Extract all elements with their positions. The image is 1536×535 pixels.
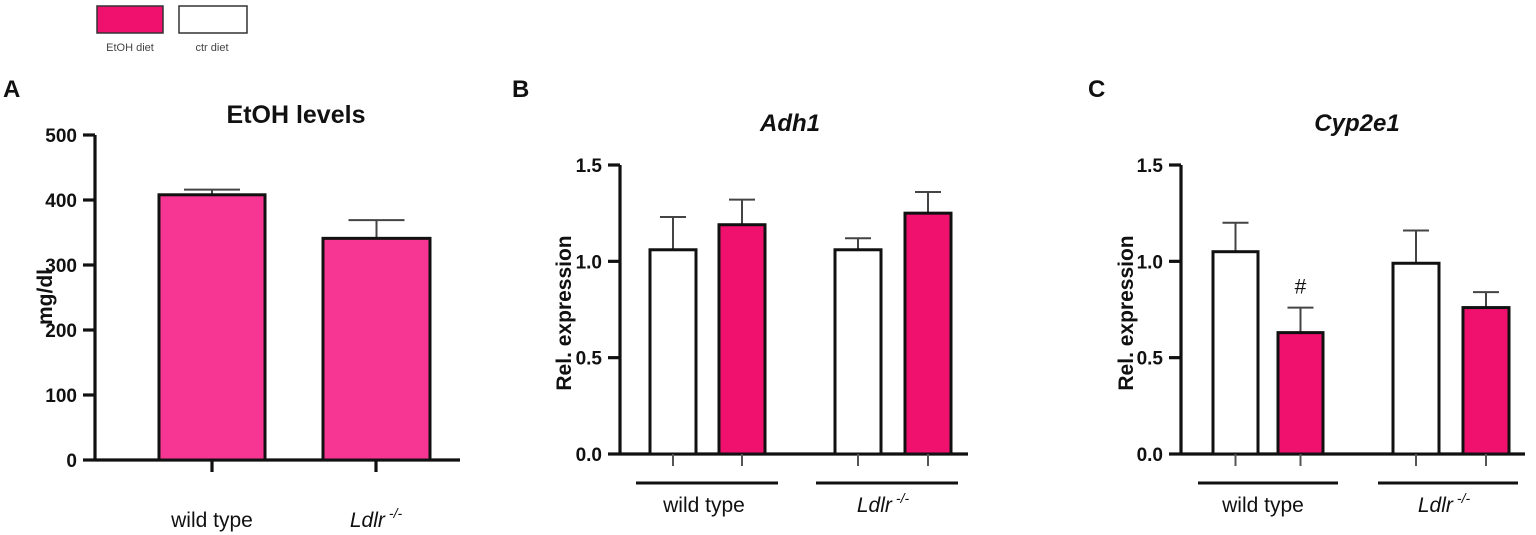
y-tick-label: 0.0 (1137, 445, 1163, 466)
y-tick-label: 1.5 (576, 156, 603, 177)
y-axis-label-b: Rel. expression (553, 235, 576, 390)
bar (1391, 261, 1441, 456)
category-label-b-ldlr: Ldlr -/- (857, 490, 910, 517)
y-tick-label: 200 (45, 321, 77, 342)
y-axis-label-c: Rel. expression (1115, 235, 1138, 390)
category-label-b-wildtype: wild type (662, 494, 745, 517)
y-tick-label: 100 (45, 386, 77, 407)
y-axis-label-a: mg/dl (34, 269, 57, 325)
y-tick-label: 0.5 (1137, 349, 1164, 370)
panel-letter-b: B (512, 76, 529, 103)
bar (157, 193, 267, 462)
panel-letter-a: A (3, 76, 20, 103)
y-tick-label: 1.5 (1137, 156, 1164, 177)
bar (1211, 250, 1260, 456)
y-tick-label: 400 (45, 191, 77, 212)
chart-title-a: EtOH levels (227, 101, 366, 129)
y-tick-label: 300 (45, 256, 77, 277)
bar (717, 223, 767, 456)
y-tick-label: 500 (45, 126, 77, 147)
panel-letter-c: C (1088, 76, 1105, 103)
y-tick-label: 1.0 (1137, 252, 1163, 273)
bar (903, 211, 953, 456)
chart-title-b: Adh1 (759, 110, 820, 137)
y-tick-label: 0 (66, 451, 77, 472)
bar (648, 248, 698, 456)
category-label-a-wildtype: wild type (170, 509, 253, 532)
bar (1276, 331, 1325, 456)
legend-label-etoh: EtOH diet (106, 42, 154, 54)
plot-panel-a: 0 100 200 300 400 500 (45, 126, 460, 472)
y-tick-label: 1.0 (576, 252, 602, 273)
plot-panel-c: 0.0 0.5 1.0 1.5 # (1137, 156, 1525, 485)
category-label-c-wildtype: wild type (1221, 494, 1304, 517)
legend-label-ctr: ctr diet (195, 42, 228, 54)
legend-swatch-ctr (178, 5, 248, 34)
bar (1461, 306, 1511, 456)
chart-title-c: Cyp2e1 (1314, 110, 1399, 137)
bar (833, 248, 883, 456)
significance-marker: # (1295, 276, 1307, 299)
category-label-a-ldlr: Ldlr -/- (350, 505, 403, 532)
legend-swatch-etoh (96, 5, 164, 34)
category-label-c-ldlr: Ldlr -/- (1418, 490, 1471, 517)
bar (321, 236, 432, 462)
legend: EtOH diet ctr diet (96, 5, 248, 54)
plot-panel-b: 0.0 0.5 1.0 1.5 (576, 156, 968, 485)
y-tick-label: 0.5 (576, 349, 603, 370)
y-tick-label: 0.0 (576, 445, 602, 466)
